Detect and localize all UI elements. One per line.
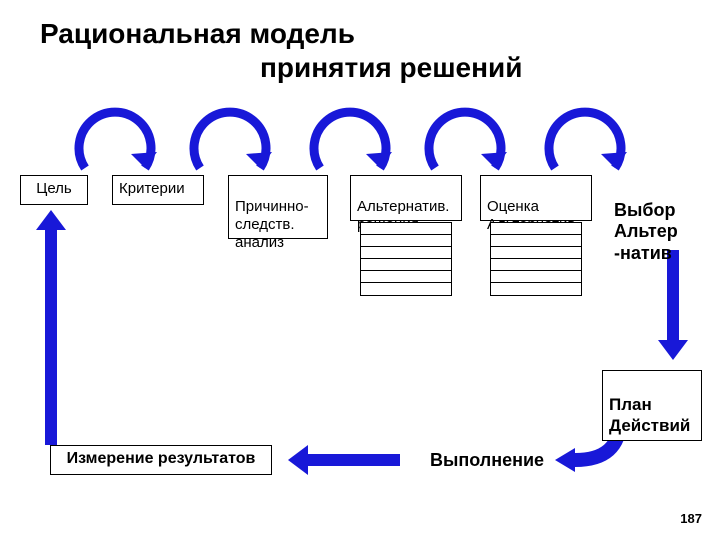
table-evaluation (490, 222, 582, 296)
box-measurement: Измерение результатов (50, 445, 272, 475)
box-choice: Выбор Альтер -натив (614, 178, 696, 264)
box-causal-label: Причинно- следств. анализ (235, 198, 309, 251)
box-measurement-label: Измерение результатов (67, 450, 256, 467)
box-plan-label: План Действий (609, 395, 690, 434)
box-choice-label: Выбор Альтер -натив (614, 200, 678, 263)
table-alternatives (360, 222, 452, 296)
box-causal: Причинно- следств. анализ (228, 175, 328, 239)
box-criteria: Критерии (112, 175, 204, 205)
title-line-1: Рациональная модель (40, 18, 355, 50)
box-criteria-label: Критерии (119, 180, 185, 197)
page-number: 187 (680, 511, 702, 526)
box-alternatives: Альтернатив. решения (350, 175, 462, 221)
box-plan: План Действий (602, 370, 702, 441)
box-evaluation: Оценка Альтернатив. (480, 175, 592, 221)
box-execution-label: Выполнение (430, 450, 544, 470)
box-goal: Цель (20, 175, 88, 205)
title-line-2: принятия решений (260, 52, 522, 84)
box-goal-label: Цель (36, 180, 72, 197)
box-execution: Выполнение (430, 450, 544, 471)
